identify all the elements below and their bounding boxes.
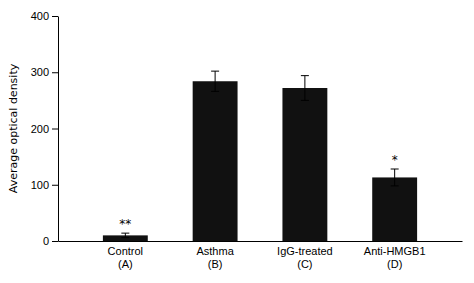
error-bar-cap	[391, 185, 399, 186]
y-tick: 0	[43, 235, 58, 247]
x-tick-label-line: IgG-treated	[277, 245, 333, 257]
significance-marker: **	[119, 217, 131, 231]
x-tick-label: IgG-treated(C)	[277, 245, 333, 270]
y-tick-mark	[52, 72, 58, 73]
error-bar-cap	[211, 71, 219, 72]
x-tick: Anti-HMGB1(D)	[364, 245, 426, 270]
error-bar-cap	[121, 233, 129, 234]
y-tick: 400	[31, 10, 58, 22]
y-tick-label: 200	[31, 123, 49, 135]
y-tick-mark	[52, 241, 58, 242]
y-tick: 200	[31, 123, 58, 135]
significance-marker: *	[392, 153, 398, 167]
y-axis: 0 100 200 300 400	[31, 10, 59, 247]
y-tick-mark	[52, 16, 58, 17]
y-tick-label: 0	[43, 235, 49, 247]
error-bar	[211, 71, 219, 91]
x-tick-label: Anti-HMGB1(D)	[364, 245, 426, 270]
x-tick: Control(A)	[108, 245, 143, 270]
error-bar-cap	[301, 75, 309, 76]
error-bar-stem	[304, 76, 305, 101]
error-bar	[391, 169, 399, 186]
x-tick-label-line: Anti-HMGB1	[364, 245, 426, 257]
x-tick-label-line: Asthma	[196, 245, 234, 257]
plot-area	[103, 71, 417, 241]
x-tick-label-line: (D)	[387, 258, 402, 270]
error-bar-stem	[215, 71, 216, 91]
error-bar-stem	[125, 233, 126, 238]
error-bar-cap	[211, 91, 219, 92]
x-tick: IgG-treated(C)	[277, 245, 333, 270]
error-bar	[121, 233, 129, 238]
significance-markers: ***	[119, 153, 397, 231]
bar	[282, 88, 327, 241]
x-tick: Asthma(B)	[196, 245, 234, 270]
x-tick-label-line: Control	[108, 245, 143, 257]
bar	[193, 81, 238, 241]
y-tick-mark	[52, 129, 58, 130]
y-tick: 300	[31, 66, 58, 78]
x-tick-label: Control(A)	[108, 245, 143, 270]
error-bar-cap	[121, 237, 129, 238]
x-tick-label-line: (C)	[297, 258, 312, 270]
y-tick-label: 400	[31, 10, 49, 22]
x-tick-label-line: (B)	[208, 258, 223, 270]
error-bar-stem	[394, 169, 395, 186]
y-axis-line	[58, 17, 59, 242]
x-tick-label: Asthma(B)	[196, 245, 234, 270]
y-axis-title: Average optical density	[7, 63, 20, 193]
error-bar-cap	[391, 169, 399, 170]
x-axis-line	[59, 241, 463, 242]
x-tick-label-line: (A)	[118, 258, 133, 270]
x-axis: Control(A) Asthma(B) IgG-treated(C) Anti-HM…	[59, 242, 463, 271]
chart-container: 0 100 200 300 400 Control(A) Asthma(B) IgG-trea…	[0, 0, 474, 283]
bar	[372, 177, 417, 241]
y-tick-label: 300	[31, 66, 49, 78]
y-tick: 100	[31, 179, 58, 191]
error-bar-cap	[301, 100, 309, 101]
error-bar	[301, 76, 309, 101]
chart-svg: 0 100 200 300 400 Control(A) Asthma(B) IgG-trea…	[0, 0, 474, 283]
y-tick-label: 100	[31, 179, 49, 191]
y-tick-mark	[52, 185, 58, 186]
